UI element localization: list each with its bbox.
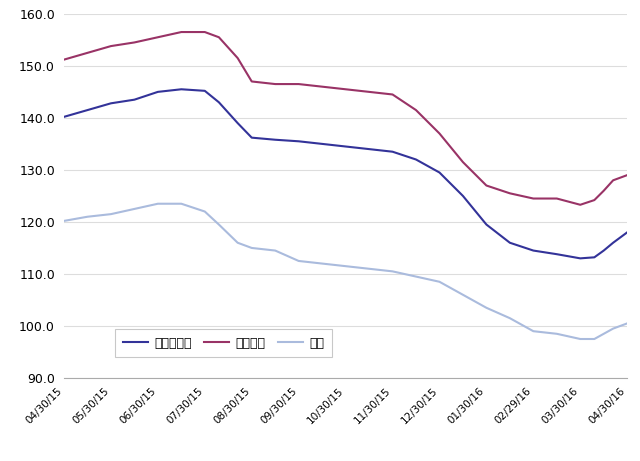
ハイオク [623,172,631,178]
ハイオク [600,188,607,194]
軽油 [177,201,185,207]
レギュラー [84,107,92,113]
ハイオク [234,55,241,61]
ハイオク [459,160,467,165]
レギュラー [215,100,223,105]
ハイオク [84,50,92,56]
レギュラー [506,240,514,246]
軽油 [412,274,420,279]
ハイオク [271,81,279,87]
ハイオク [248,79,255,84]
軽油 [201,209,209,214]
ハイオク [215,35,223,40]
レギュラー [600,248,607,254]
軽油 [529,328,537,334]
レギュラー [412,157,420,162]
Line: レギュラー: レギュラー [64,89,627,258]
軽油 [609,326,617,331]
レギュラー [483,222,490,227]
軽油 [84,214,92,219]
ハイオク [506,190,514,196]
レギュラー [201,88,209,94]
ハイオク [295,81,303,87]
ハイオク [201,30,209,35]
軽油 [553,331,561,337]
ハイオク [591,197,598,203]
レギュラー [436,170,444,175]
ハイオク [553,196,561,201]
軽油 [318,261,326,266]
ハイオク [365,89,373,95]
軽油 [234,240,241,246]
レギュラー [553,251,561,257]
ハイオク [318,84,326,89]
レギュラー [529,248,537,254]
軽油 [131,206,138,212]
ハイオク [131,40,138,45]
ハイオク [154,35,162,40]
軽油 [295,258,303,264]
軽油 [60,218,68,224]
ハイオク [388,92,396,97]
ハイオク [177,30,185,35]
レギュラー [459,193,467,199]
レギュラー [342,144,349,149]
レギュラー [177,87,185,92]
軽油 [483,305,490,311]
軽油 [600,331,607,337]
レギュラー [623,230,631,235]
ハイオク [60,57,68,62]
軽油 [388,269,396,274]
レギュラー [388,149,396,154]
レギュラー [154,89,162,95]
軽油 [436,279,444,284]
軽油 [577,336,584,342]
軽油 [271,248,279,254]
軽油 [248,245,255,251]
レギュラー [577,255,584,261]
軽油 [506,315,514,321]
レギュラー [234,120,241,126]
Line: ハイオク: ハイオク [64,32,627,205]
軽油 [107,212,115,217]
ハイオク [483,183,490,188]
レギュラー [248,135,255,141]
レギュラー [271,137,279,142]
軽油 [365,266,373,272]
軽油 [342,263,349,269]
レギュラー [591,254,598,260]
レギュラー [107,100,115,106]
軽油 [459,292,467,297]
ハイオク [529,196,537,201]
ハイオク [412,107,420,113]
ハイオク [609,177,617,183]
軽油 [623,321,631,326]
レギュラー [609,240,617,246]
レギュラー [60,114,68,119]
ハイオク [107,43,115,49]
ハイオク [577,202,584,207]
Line: 軽油: 軽油 [64,204,627,339]
ハイオク [436,131,444,136]
軽油 [215,222,223,227]
レギュラー [295,139,303,144]
軽油 [591,336,598,342]
軽油 [154,201,162,207]
レギュラー [365,146,373,152]
レギュラー [131,97,138,102]
ハイオク [342,87,349,92]
レギュラー [318,141,326,147]
Legend: レギュラー, ハイオク, 軽油: レギュラー, ハイオク, 軽油 [115,329,332,357]
